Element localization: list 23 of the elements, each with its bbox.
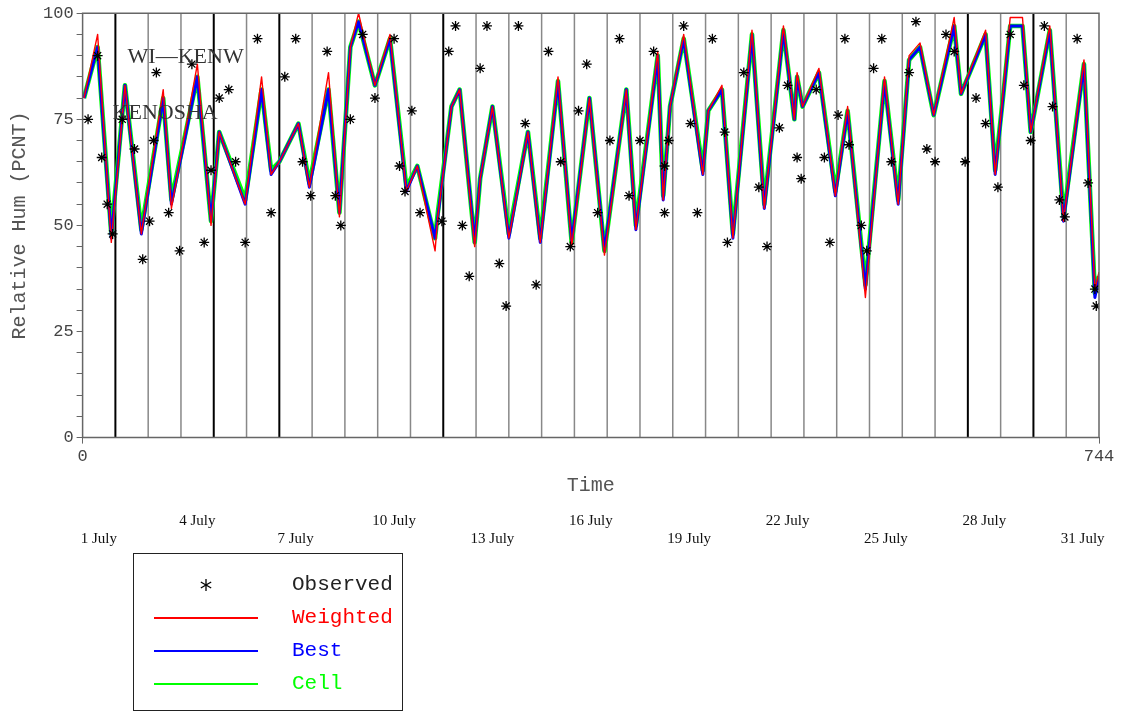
text: 7 July (277, 529, 315, 546)
legend-label: Cell (292, 672, 343, 695)
y-tick-label: 0 (63, 428, 74, 448)
y-axis-title: Relative Hum (PCNT) (8, 111, 32, 340)
text: 13 July (470, 529, 515, 546)
text: 19 July (667, 529, 712, 546)
text: 1 July (80, 529, 118, 546)
text: 25 July (864, 529, 909, 546)
y-tick-label: 100 (43, 3, 74, 23)
y-tick-label: 50 (53, 215, 74, 235)
text: 10 July (372, 511, 417, 528)
text: 31 July (1060, 529, 1106, 546)
legend-label: Weighted (292, 606, 393, 629)
text: 22 July (765, 511, 810, 528)
x-axis-title: Time (566, 474, 615, 498)
text: 4 July (179, 511, 216, 528)
text: 16 July (568, 511, 614, 528)
y-tick-label: 25 (53, 322, 74, 341)
y-tick-label: 75 (53, 109, 74, 129)
text: 28 July (962, 511, 1007, 528)
text: Observed (292, 573, 393, 596)
x-tick-label: 744 (1083, 447, 1115, 467)
legend-label: Best (292, 639, 343, 662)
